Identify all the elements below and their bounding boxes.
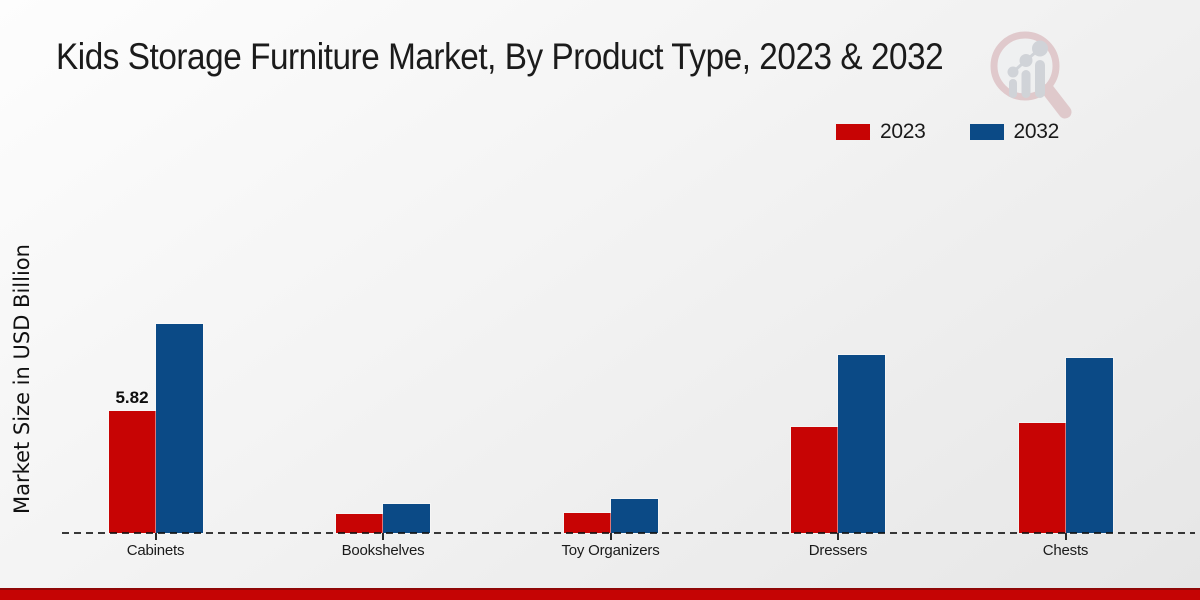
- legend-swatch-2032-icon: [969, 124, 1004, 140]
- chart-title: Kids Storage Furniture Market, By Produc…: [56, 36, 944, 77]
- bar-2023-chests: [1018, 422, 1066, 533]
- x-axis-category-label: Dressers: [808, 542, 868, 559]
- legend-item-2023: 2023: [836, 120, 926, 144]
- bar-2032-chests: [1065, 358, 1113, 533]
- legend-swatch-2023-icon: [836, 124, 870, 140]
- x-axis-category-label: Cabinets: [126, 542, 185, 559]
- legend-item-2032: 2032: [969, 120, 1060, 144]
- x-axis-tick: [382, 533, 384, 540]
- legend-label-2023: 2023: [880, 120, 926, 143]
- bar-value-label: 5.82: [115, 387, 149, 407]
- x-axis-category-label: Toy Organizers: [561, 542, 660, 559]
- legend-label-2032: 2032: [1013, 120, 1060, 143]
- bar-2023-dressers: [791, 426, 838, 533]
- bar-2023-toy-organizers: [563, 513, 611, 533]
- bar-2023-bookshelves: [336, 513, 383, 533]
- bar-2032-toy-organizers: [610, 498, 658, 533]
- bar-2032-bookshelves: [383, 503, 430, 533]
- legend: 2023 2032: [836, 120, 1059, 144]
- brand-watermark-logo-icon: [990, 31, 1072, 119]
- x-axis-tick: [1064, 533, 1067, 540]
- x-axis-tick: [154, 533, 157, 540]
- x-axis-category-label: Bookshelves: [341, 542, 425, 559]
- bar-2023-cabinets: [108, 410, 156, 533]
- x-axis-tick: [837, 533, 839, 540]
- x-axis-baseline: [62, 532, 1195, 534]
- x-axis-tick: [609, 533, 612, 540]
- bar-2032-dressers: [838, 354, 885, 533]
- footer-accent-bar: [0, 588, 1200, 600]
- x-axis-category-label: Chests: [1042, 542, 1089, 559]
- bar-2032-cabinets: [155, 324, 203, 533]
